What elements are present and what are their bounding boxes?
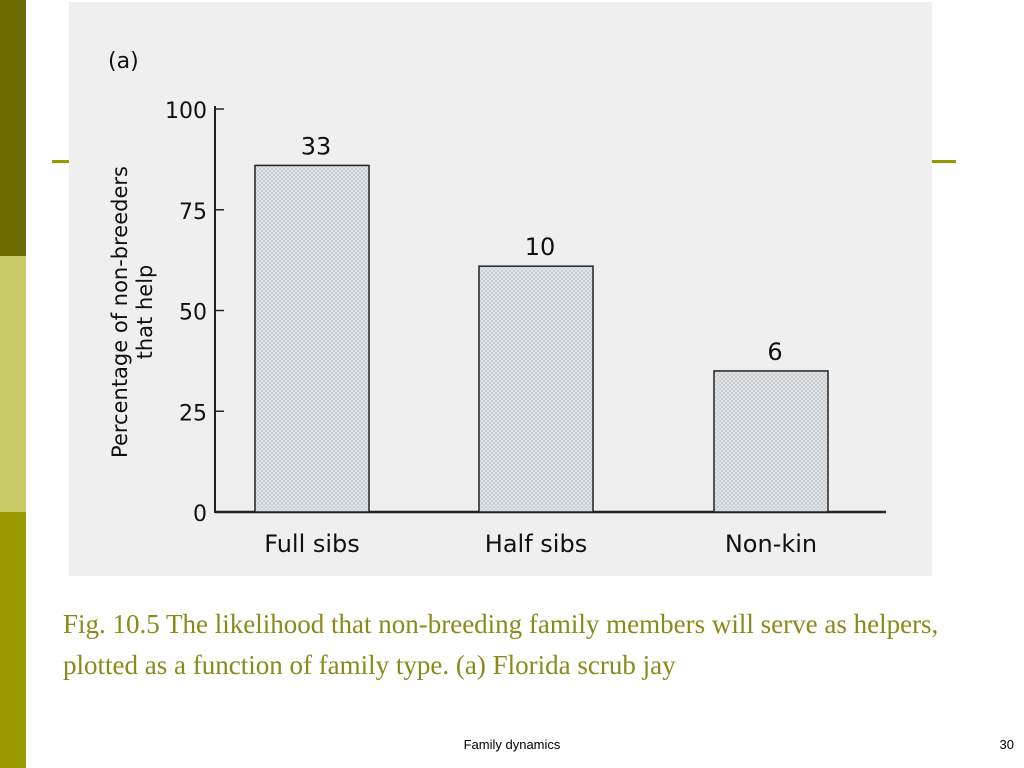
panel-label: (a): [108, 49, 139, 74]
title-rule-right: [932, 160, 956, 163]
slide-sidebar: [0, 0, 26, 768]
x-tick-label: Half sibs: [485, 530, 587, 558]
y-tick-label: 25: [179, 401, 207, 426]
figure-caption: Fig. 10.5 The likelihood that non-breedi…: [63, 609, 939, 680]
sidebar-segment-bottom: [0, 512, 26, 768]
bar-data-label: 6: [767, 338, 782, 366]
bar-chart: (a) Percentage of non-breedersthat help 0 2…: [108, 49, 886, 558]
sidebar-segment-top: [0, 0, 26, 256]
y-axis-title: Percentage of non-breedersthat help: [108, 166, 157, 458]
slide-number: 30: [999, 737, 1014, 752]
footer-title: Family dynamics: [463, 737, 561, 752]
y-tick-label: 0: [193, 502, 207, 527]
x-tick-label: Full sibs: [264, 530, 360, 558]
y-axis-title-line: that help: [133, 265, 157, 360]
y-axis-title-line: Percentage of non-breeders: [108, 166, 132, 458]
y-tick-label: 75: [179, 200, 207, 225]
bar-non-kin: [713, 370, 829, 513]
figure-panel: (a) Percentage of non-breedersthat help 0 2…: [69, 2, 932, 576]
y-tick-label: 100: [165, 99, 207, 124]
sidebar-segment-middle: [0, 256, 26, 512]
title-rule-left: [52, 160, 69, 163]
bar-data-label: 33: [301, 132, 332, 160]
x-tick-label: Non-kin: [725, 530, 817, 558]
bar-half-sibs: [478, 265, 594, 513]
bar-full-sibs: [254, 164, 370, 513]
bar-data-label: 10: [525, 233, 556, 261]
y-tick-label: 50: [179, 301, 207, 326]
